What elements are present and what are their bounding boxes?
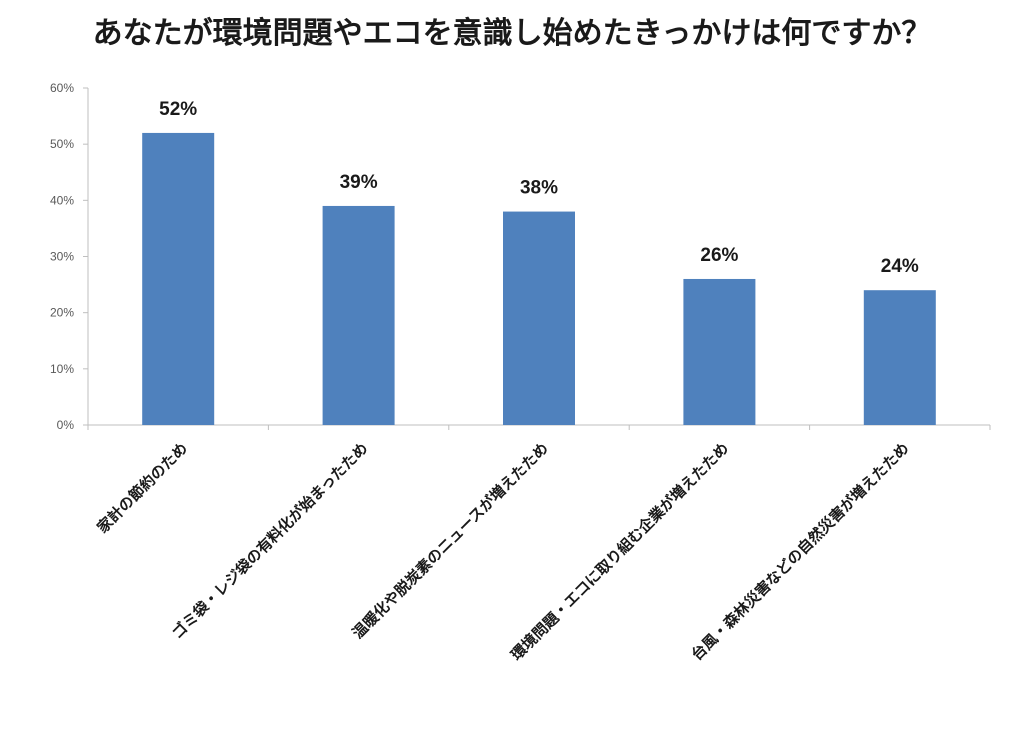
y-tick-label: 0% [57, 418, 75, 432]
bar [322, 205, 395, 425]
chart-title: あなたが環境問題やエコを意識し始めたきっかけは何ですか？ [92, 16, 932, 51]
data-label: 38% [520, 178, 558, 199]
data-label: 26% [700, 245, 738, 266]
y-tick-label: 40% [50, 193, 74, 207]
y-tick-label: 20% [50, 306, 74, 320]
category-label: 温暖化や脱炭素のニュースが増えたため [349, 439, 552, 642]
category-label: 家計の節約のため [93, 439, 191, 537]
data-label: 52% [159, 99, 197, 120]
bar [863, 290, 936, 425]
data-label: 39% [340, 172, 378, 193]
bar [683, 278, 756, 425]
category-label: 台風・森林災害などの自然災害が増えたため [688, 439, 913, 664]
y-tick-label: 30% [50, 250, 74, 264]
category-label: 環境問題・エコに取り組む企業が増えたため [507, 439, 732, 664]
y-tick-label: 50% [50, 137, 74, 151]
data-label: 24% [881, 256, 919, 277]
category-label: ゴミ袋・レジ袋の有料化が始まったため [168, 439, 371, 642]
bar [503, 211, 575, 425]
bar [142, 132, 215, 425]
y-tick-label: 60% [50, 81, 74, 95]
y-tick-label: 10% [50, 362, 74, 376]
